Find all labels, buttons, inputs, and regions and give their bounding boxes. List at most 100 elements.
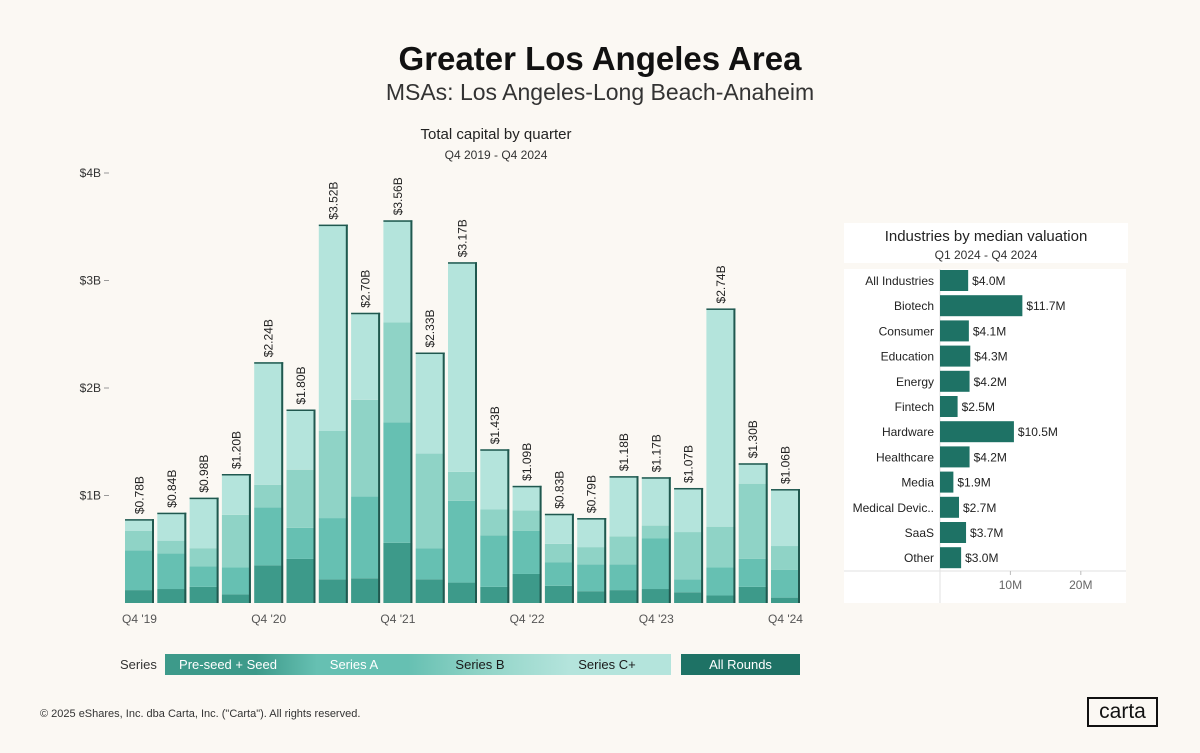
bar-segment <box>415 453 445 549</box>
bar-edge <box>475 262 477 603</box>
bar-total-label: $1.07B <box>682 445 696 483</box>
x-tick-label: Q4 '23 <box>639 612 674 626</box>
bar-cap <box>415 352 445 355</box>
bar-cap <box>480 449 510 451</box>
bar-total-label: $0.98B <box>197 455 211 493</box>
bar-edge <box>733 308 736 603</box>
legend-item-series-b[interactable]: Series B <box>455 657 505 672</box>
industry-bar <box>940 370 970 392</box>
bar-segment <box>641 477 671 526</box>
bar-edge <box>345 224 348 603</box>
bar-segment <box>383 220 413 323</box>
bar-edge <box>571 513 574 603</box>
page-subtitle: MSAs: Los Angeles-Long Beach-Anaheim <box>385 79 815 105</box>
bar-segment <box>544 585 574 603</box>
bar-segment <box>383 542 413 603</box>
bar-edge <box>281 362 284 603</box>
series-legend: Pre-seed + Seed Series A Series B Series… <box>165 654 671 675</box>
bar-stack <box>189 497 219 603</box>
bar-segment <box>512 530 542 574</box>
bar-total-label: $1.20B <box>229 431 243 469</box>
bar-stack <box>609 476 639 603</box>
industry-value-label: $10.5M <box>1018 425 1058 439</box>
y-tick-label: $2B <box>80 381 101 395</box>
bar-edge <box>248 474 251 603</box>
bar-cap <box>641 477 671 479</box>
bar-segment <box>738 586 768 603</box>
industry-valuation-chart: All Industries $4.0M Biotech $11.7M Consumer… <box>844 269 1126 603</box>
bar-cap <box>544 513 574 516</box>
bar-cap <box>738 463 768 465</box>
bar-total-label: $3.56B <box>391 177 405 215</box>
legend-item-series-a[interactable]: Series A <box>329 657 379 672</box>
bar-segment <box>415 579 445 603</box>
x-tick-label: Q4 '21 <box>380 612 415 626</box>
legend-label: Series <box>120 657 157 672</box>
main-chart-title: Total capital by quarter <box>420 126 572 143</box>
bar-segment <box>318 224 348 431</box>
bar-cap <box>125 519 154 521</box>
bar-total-label: $0.84B <box>165 470 179 508</box>
bar-total-label: $1.17B <box>649 434 663 472</box>
bar-segment <box>706 526 736 568</box>
x-tick-label: Q4 '19 <box>122 612 157 626</box>
bar-edge <box>442 352 445 603</box>
legend-item-preseed[interactable]: Pre-seed + Seed <box>179 657 277 672</box>
bar-cap <box>609 476 639 478</box>
bar-cap <box>771 489 800 491</box>
bar-total-label: $1.09B <box>520 443 534 481</box>
bar-segment <box>415 352 445 454</box>
bar-segment <box>351 496 381 579</box>
bar-segment <box>544 543 574 563</box>
industry-category-label: Healthcare <box>876 450 934 464</box>
industry-value-label: $1.9M <box>957 476 990 490</box>
bar-edge <box>313 409 316 603</box>
bar-segment <box>383 422 413 543</box>
bar-stack <box>254 362 284 603</box>
bar-segment <box>448 582 477 603</box>
bar-stack <box>415 352 445 603</box>
legend-item-series-c[interactable]: Series C+ <box>578 657 636 672</box>
industry-value-label: $3.0M <box>965 551 998 565</box>
bar-segment <box>157 540 187 554</box>
bar-segment <box>286 409 316 470</box>
industry-bar <box>940 547 962 569</box>
bar-cap <box>254 362 284 364</box>
bar-segment <box>512 485 542 511</box>
bar-segment <box>221 594 251 603</box>
industry-bar <box>940 320 969 342</box>
bar-segment <box>641 589 671 603</box>
industry-value-label: $4.0M <box>972 274 1005 288</box>
bar-cap <box>221 474 251 476</box>
industry-bar <box>940 396 958 417</box>
bar-edge <box>410 220 413 604</box>
copyright-footer: © 2025 eShares, Inc. dba Carta, Inc. ("C… <box>40 708 361 720</box>
industry-category-label: Energy <box>896 375 934 389</box>
bar-cap <box>286 409 316 411</box>
industry-value-label: $4.1M <box>973 324 1006 338</box>
bar-total-label: $1.18B <box>617 433 631 471</box>
bar-cap <box>157 512 187 515</box>
y-tick-label: $4B <box>80 166 101 180</box>
bar-segment <box>674 532 704 580</box>
x-tick-label: Q4 '20 <box>251 612 286 626</box>
bar-segment <box>286 469 316 528</box>
bar-segment <box>641 538 671 590</box>
bar-segment <box>512 510 542 531</box>
bar-total-label: $1.06B <box>779 446 793 484</box>
bar-cap <box>512 485 542 488</box>
bar-segment <box>674 487 704 533</box>
bar-segment <box>544 513 574 544</box>
industry-value-label: $2.5M <box>962 400 995 414</box>
page-title: Greater Los Angeles Area <box>398 40 802 77</box>
bar-total-label: $2.33B <box>423 309 437 347</box>
bar-segment <box>771 597 800 603</box>
bar-segment <box>221 567 251 595</box>
bar-segment <box>318 431 348 519</box>
industry-panel-header: Industries by median valuation Q1 2024 -… <box>844 223 1128 263</box>
bar-segment <box>738 558 768 587</box>
bar-segment <box>577 518 607 548</box>
industry-bar <box>940 295 1023 317</box>
legend-all-rounds-button[interactable]: All Rounds <box>681 654 800 675</box>
industry-value-label: $2.7M <box>963 501 996 515</box>
